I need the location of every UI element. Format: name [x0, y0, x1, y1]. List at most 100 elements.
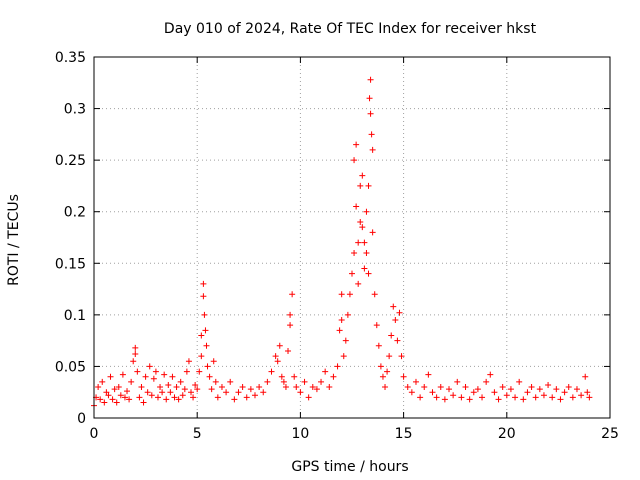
y-axis-label: ROTI / TECUs — [6, 194, 22, 286]
data-point — [340, 353, 347, 360]
data-point — [138, 384, 145, 391]
data-point — [528, 384, 535, 391]
x-tick-label: 10 — [291, 426, 309, 442]
data-point — [361, 265, 368, 272]
data-point — [375, 342, 382, 349]
data-point — [359, 224, 366, 231]
data-point — [313, 386, 320, 393]
data-point — [148, 392, 155, 399]
data-point — [268, 368, 275, 375]
data-point — [338, 317, 345, 324]
data-point — [136, 394, 143, 401]
data-point — [353, 203, 360, 210]
data-point — [487, 371, 494, 378]
data-point — [198, 332, 205, 339]
data-point — [159, 389, 166, 396]
data-point — [130, 358, 137, 365]
data-point — [177, 378, 184, 385]
data-point — [305, 394, 312, 401]
data-point — [357, 219, 364, 226]
data-point — [235, 389, 242, 396]
data-point — [363, 208, 370, 215]
data-point — [532, 394, 539, 401]
data-point — [351, 157, 358, 164]
data-point — [388, 332, 395, 339]
data-point — [367, 110, 374, 117]
data-point — [398, 353, 405, 360]
data-point — [200, 293, 207, 300]
data-point — [256, 384, 263, 391]
data-point — [336, 327, 343, 334]
data-point — [396, 309, 403, 316]
data-point — [363, 249, 370, 256]
data-point — [278, 373, 285, 380]
data-point — [132, 344, 139, 351]
data-point — [223, 389, 230, 396]
data-point — [111, 386, 118, 393]
data-point — [507, 386, 514, 393]
data-point — [429, 389, 436, 396]
data-point — [392, 317, 399, 324]
data-point — [417, 394, 424, 401]
data-point — [115, 384, 122, 391]
data-point — [251, 392, 258, 399]
data-point — [368, 131, 375, 138]
y-tick-label: 0.3 — [64, 102, 86, 118]
data-point — [134, 368, 141, 375]
data-point — [309, 384, 316, 391]
data-point — [185, 358, 192, 365]
x-tick-label: 0 — [90, 426, 99, 442]
data-point — [181, 386, 188, 393]
data-point — [408, 389, 415, 396]
data-point — [274, 358, 281, 365]
data-point — [349, 270, 355, 277]
x-axis-label: GPS time / hours — [291, 459, 408, 475]
data-point — [119, 371, 126, 378]
data-point — [390, 303, 397, 310]
data-point — [379, 373, 386, 380]
data-point — [361, 239, 368, 246]
data-point — [582, 373, 589, 380]
data-point — [282, 384, 289, 391]
data-point — [351, 249, 358, 256]
data-point — [146, 363, 153, 370]
data-point — [520, 396, 527, 403]
data-point — [291, 373, 298, 380]
data-point — [450, 392, 457, 399]
tick-labels: 0 5 10 15 20 25 0 0.05 0.1 0.15 0.2 0.25 0.3 0.35 — [55, 50, 619, 442]
x-tick-label: 20 — [498, 426, 516, 442]
data-point — [318, 378, 325, 385]
data-point — [227, 378, 234, 385]
data-point — [113, 399, 120, 406]
y-tick-label: 0.2 — [64, 205, 86, 221]
data-point — [293, 384, 300, 391]
data-point — [421, 384, 428, 391]
data-point — [154, 394, 161, 401]
data-point — [371, 291, 378, 298]
data-point — [264, 378, 271, 385]
data-point — [260, 389, 267, 396]
data-point — [338, 291, 345, 298]
y-tick-label: 0.1 — [64, 308, 86, 324]
data-point — [412, 378, 419, 385]
data-point — [369, 229, 376, 236]
data-point — [470, 389, 477, 396]
data-point — [322, 368, 329, 375]
data-point — [124, 388, 131, 395]
data-point — [540, 392, 547, 399]
data-point — [474, 386, 481, 393]
data-point — [382, 384, 389, 391]
data-point — [179, 392, 186, 399]
data-point — [353, 141, 360, 148]
data-point — [287, 322, 294, 329]
grid-lines — [94, 57, 610, 418]
data-point — [276, 342, 283, 349]
data-point — [516, 378, 523, 385]
data-point — [365, 182, 372, 189]
data-point — [425, 371, 432, 378]
data-point — [495, 396, 502, 403]
data-point — [97, 396, 104, 403]
data-point — [569, 394, 576, 401]
data-point — [192, 381, 199, 388]
